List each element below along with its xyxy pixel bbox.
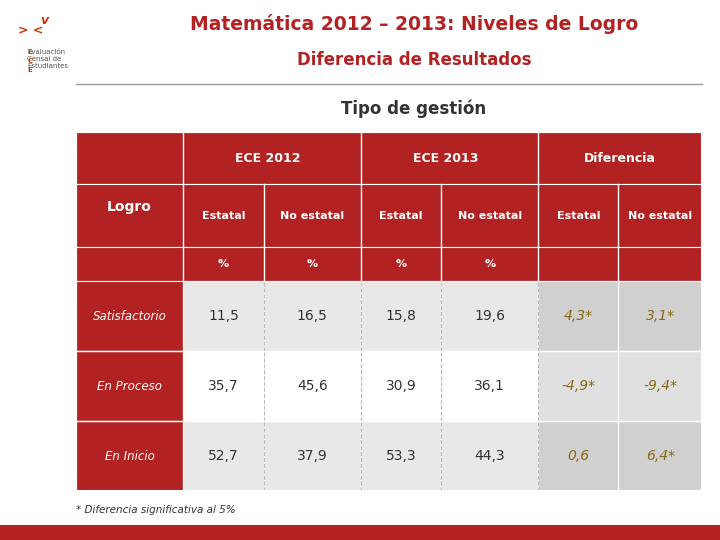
Text: 6,4*: 6,4* [646,449,675,463]
Text: v: v [40,14,49,26]
Text: 44,3: 44,3 [474,449,505,463]
Bar [361,421,441,491]
Bar [184,421,264,491]
Text: Estatal: Estatal [557,211,600,221]
Text: 30,9: 30,9 [386,380,416,393]
Text: En Proceso: En Proceso [97,380,162,393]
Bar [539,352,618,421]
Bar [76,421,184,491]
Bar [539,421,618,491]
Text: ECE 2013: ECE 2013 [413,152,478,165]
Bar [76,352,184,421]
Text: E: E [27,49,32,55]
Text: %: % [307,259,318,269]
Text: -4,9*: -4,9* [562,380,595,393]
Bar [76,132,702,491]
Text: %: % [484,259,495,269]
Bar [264,352,361,421]
Bar [539,281,618,352]
Text: 16,5: 16,5 [297,309,328,323]
Bar [76,132,702,184]
Text: -9,4*: -9,4* [643,380,678,393]
Text: 53,3: 53,3 [386,449,416,463]
Text: Estatal: Estatal [202,211,246,221]
Bar [264,281,361,352]
Text: 15,8: 15,8 [385,309,416,323]
Text: > <: > < [17,24,43,37]
Bar [441,281,539,352]
Text: Diferencia: Diferencia [583,152,655,165]
Text: %: % [395,259,407,269]
Text: 11,5: 11,5 [208,309,239,323]
Text: No estatal: No estatal [458,211,522,221]
Text: 0,6: 0,6 [567,449,590,463]
Text: C: C [27,58,32,64]
Text: E: E [27,67,32,73]
Bar [184,281,264,352]
Text: En Inicio: En Inicio [104,450,155,463]
Bar [618,281,702,352]
Text: 36,1: 36,1 [474,380,505,393]
Text: 37,9: 37,9 [297,449,328,463]
Bar [441,352,539,421]
Bar [361,281,441,352]
Text: 35,7: 35,7 [208,380,239,393]
Bar [441,421,539,491]
Bar [618,421,702,491]
Bar [76,247,702,281]
Text: 3,1*: 3,1* [646,309,675,323]
Text: No estatal: No estatal [628,211,693,221]
Text: No estatal: No estatal [280,211,344,221]
Text: Estatal: Estatal [379,211,423,221]
Bar [76,281,184,352]
Text: Matemática 2012 – 2013: Niveles de Logro: Matemática 2012 – 2013: Niveles de Logro [190,14,638,33]
Text: Evaluación
Censal de
Estudiantes: Evaluación Censal de Estudiantes [27,49,68,69]
Bar [0,525,720,540]
Bar [184,352,264,421]
Text: * Diferencia significativa al 5%: * Diferencia significativa al 5% [76,505,235,515]
Bar [618,352,702,421]
Text: 4,3*: 4,3* [564,309,593,323]
Text: %: % [218,259,229,269]
Text: Diferencia de Resultados: Diferencia de Resultados [297,51,531,69]
Text: Logro: Logro [107,200,152,214]
Text: 45,6: 45,6 [297,380,328,393]
Bar [76,184,702,247]
Bar [361,352,441,421]
Text: 19,6: 19,6 [474,309,505,323]
Text: Tipo de gestión: Tipo de gestión [341,100,487,118]
Text: Satisfactorio: Satisfactorio [93,310,166,323]
Bar [264,421,361,491]
Text: ECE 2012: ECE 2012 [235,152,301,165]
Text: 52,7: 52,7 [208,449,239,463]
